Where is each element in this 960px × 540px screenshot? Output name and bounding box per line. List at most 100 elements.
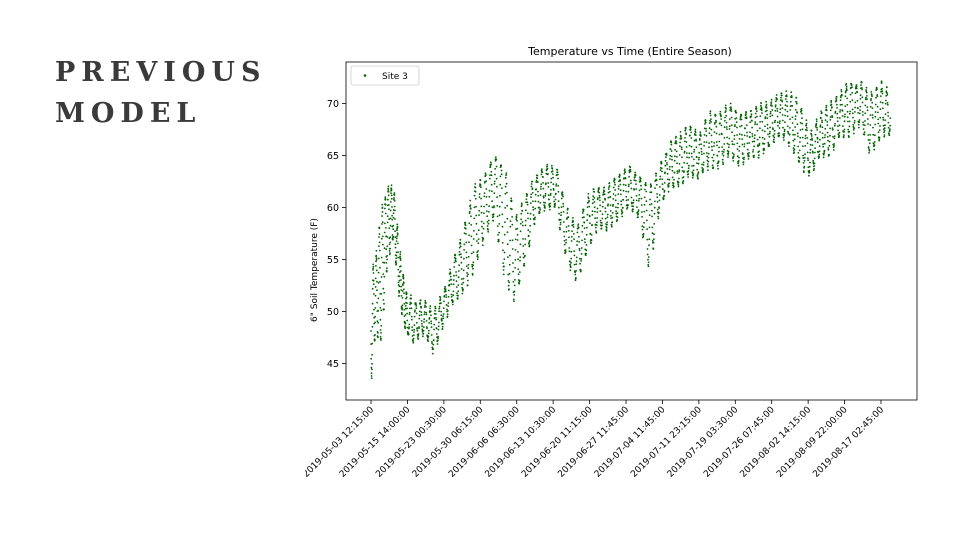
data-point [671, 169, 674, 172]
data-point [383, 275, 386, 278]
data-point [398, 285, 401, 288]
data-point [577, 225, 579, 227]
data-point [840, 89, 843, 91]
data-point [373, 293, 375, 295]
data-point [677, 181, 680, 184]
data-point [614, 199, 617, 202]
data-point [811, 150, 814, 153]
data-point [508, 288, 510, 290]
data-point [719, 110, 722, 113]
data-point [554, 192, 557, 195]
data-point [429, 307, 431, 310]
data-point [401, 313, 403, 316]
data-point [460, 278, 463, 280]
data-point [648, 214, 651, 217]
data-point [397, 284, 400, 286]
data-point [430, 320, 432, 323]
data-point [388, 208, 390, 211]
data-point [374, 321, 376, 324]
data-point [414, 309, 416, 312]
data-point [752, 151, 754, 153]
data-point [543, 205, 546, 208]
data-point [753, 134, 756, 137]
data-point [611, 221, 614, 224]
data-point [460, 261, 463, 264]
data-point [848, 120, 851, 123]
data-point [544, 194, 547, 197]
data-point [765, 103, 768, 106]
data-point [645, 209, 648, 212]
data-point [641, 211, 643, 213]
data-point [887, 126, 890, 129]
data-point [729, 102, 732, 105]
data-point [599, 219, 602, 222]
data-point [581, 212, 584, 214]
data-point [526, 203, 529, 206]
data-point [612, 205, 614, 208]
data-point [733, 138, 736, 140]
data-point [832, 149, 835, 151]
data-point [463, 257, 465, 260]
data-point [774, 121, 776, 124]
data-point [514, 267, 516, 269]
data-point [463, 232, 466, 235]
data-point [585, 233, 588, 236]
data-point [568, 247, 571, 249]
data-point [867, 123, 869, 125]
data-point [810, 133, 813, 136]
data-point [830, 99, 833, 102]
data-point [773, 136, 776, 139]
data-point [376, 280, 378, 283]
data-point [776, 107, 779, 110]
data-point [622, 183, 625, 186]
data-point [467, 273, 469, 276]
data-point [484, 172, 487, 175]
data-point [492, 219, 495, 222]
data-point [385, 248, 388, 251]
data-point [683, 170, 685, 173]
data-point [471, 265, 474, 268]
data-point [567, 208, 569, 210]
data-point [661, 183, 664, 186]
data-point [735, 111, 738, 114]
data-point [381, 203, 384, 206]
data-point [499, 175, 502, 178]
data-point [663, 189, 666, 192]
data-point [406, 326, 409, 329]
data-point [819, 131, 821, 133]
data-point [705, 134, 708, 137]
data-point [524, 224, 527, 227]
data-point [752, 149, 755, 151]
data-point [490, 174, 493, 177]
data-point [887, 111, 889, 114]
data-point [437, 337, 439, 340]
data-point [443, 295, 446, 297]
data-point [590, 234, 593, 236]
data-point [449, 268, 451, 271]
data-point [805, 122, 808, 125]
data-point [406, 319, 409, 322]
data-point [763, 130, 766, 133]
data-point [881, 101, 884, 104]
data-point [613, 178, 616, 181]
data-point [743, 156, 745, 159]
data-point [570, 240, 573, 242]
data-point [744, 127, 746, 130]
data-point [710, 121, 712, 123]
data-point [771, 122, 774, 124]
data-point [583, 227, 586, 230]
data-point [390, 184, 393, 187]
x-tick-label: 2019-08-17 02:45:00 [811, 405, 886, 480]
data-point [646, 228, 648, 231]
data-point [374, 286, 377, 288]
data-point [498, 231, 500, 234]
data-point [467, 267, 470, 270]
data-point [514, 249, 517, 251]
data-point [572, 220, 574, 223]
data-point [753, 154, 755, 157]
data-point [833, 137, 836, 140]
data-point [696, 162, 698, 165]
data-point [463, 249, 465, 251]
data-point [745, 117, 748, 120]
data-point [827, 148, 830, 151]
